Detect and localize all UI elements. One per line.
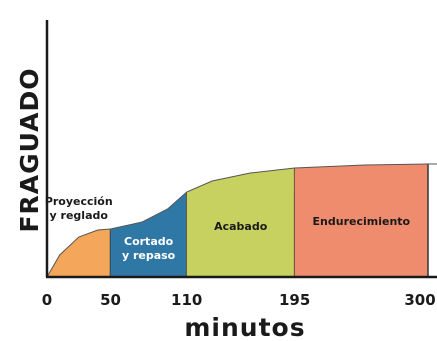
setting-curve <box>46 163 437 278</box>
phase-areas <box>46 163 437 278</box>
phase-label-line: Acabado <box>214 220 268 233</box>
phase-label-1: Cortado y repaso <box>122 235 176 262</box>
y-axis-label: FRAGUADO <box>15 67 44 232</box>
phase-area-2 <box>186 168 295 277</box>
x-tick-label: 195 <box>279 291 310 309</box>
x-axis-label: minutos <box>184 313 305 341</box>
phase-area-3 <box>294 164 428 277</box>
phase-area-1 <box>110 192 187 277</box>
phase-label-line: Endurecimiento <box>313 215 411 228</box>
x-tick-label: 300 <box>404 291 435 309</box>
phase-label-line: Proyección <box>45 195 113 208</box>
phase-label-3: Endurecimiento <box>313 215 411 228</box>
phase-labels: Proyección y reglado Cortado y repaso Acabad… <box>45 195 411 262</box>
phase-label-line: y repaso <box>122 249 176 262</box>
x-ticks: 0 50 110 195 300 <box>42 291 436 309</box>
x-tick-label: 50 <box>100 291 121 309</box>
phase-area-0 <box>47 229 111 277</box>
phase-label-0: Proyección y reglado <box>45 195 113 222</box>
phase-label-2: Acabado <box>214 220 268 233</box>
phase-label-line: Cortado <box>124 235 174 248</box>
x-tick-label: 0 <box>42 291 52 309</box>
x-tick-label: 110 <box>171 291 202 309</box>
phase-label-line: y reglado <box>50 209 109 222</box>
